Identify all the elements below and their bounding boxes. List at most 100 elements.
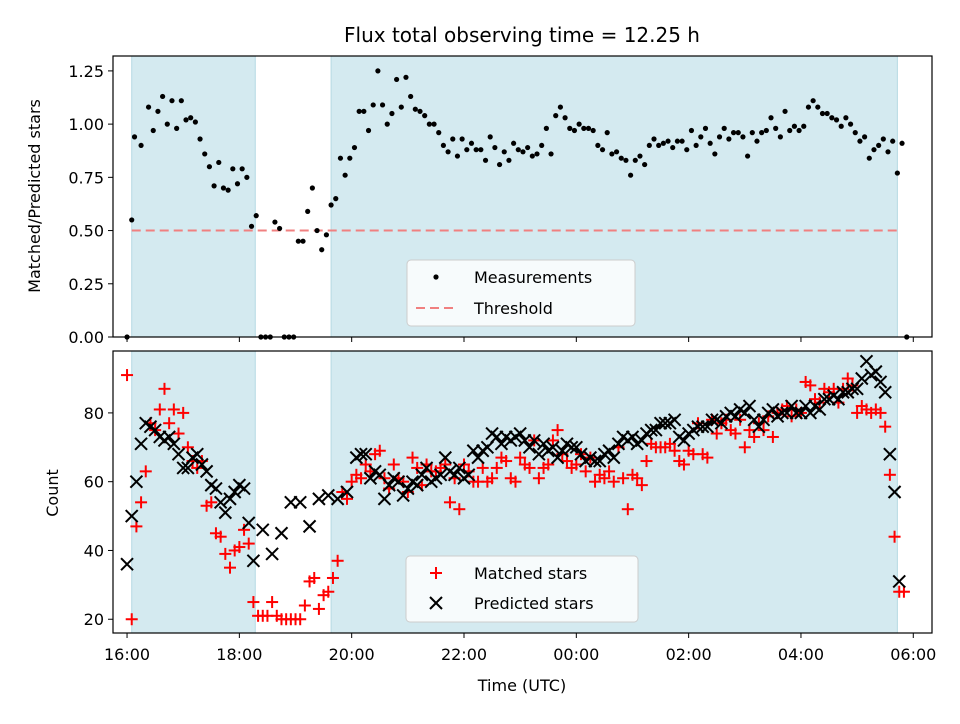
x-b — [555, 444, 569, 458]
measurement-point — [791, 123, 798, 129]
measurement-point — [773, 125, 779, 131]
measurement-point — [651, 136, 657, 142]
x-b — [340, 485, 354, 499]
predicted-star-point — [330, 492, 345, 506]
measurement-point — [880, 136, 886, 142]
measurement-point — [698, 134, 704, 140]
matched-star-point — [607, 475, 620, 488]
measurement-point — [824, 110, 830, 117]
measurement-point — [445, 149, 451, 155]
measurement-point — [300, 238, 306, 244]
measurement-point — [847, 121, 854, 127]
measurement-point — [169, 98, 175, 104]
x-b — [274, 526, 289, 540]
predicted-star-point — [246, 554, 261, 568]
x-b — [789, 406, 803, 420]
x-b — [607, 450, 621, 465]
measurement-point — [426, 121, 432, 127]
measurement-point — [506, 157, 512, 163]
measurement-point — [665, 138, 671, 144]
x-b — [223, 492, 237, 506]
matched-star-point — [219, 547, 232, 560]
predicted-star-point — [738, 406, 752, 420]
x-b — [181, 461, 195, 475]
x-tick-label: 20:00 — [329, 645, 375, 664]
measurement-point — [876, 142, 882, 149]
matched-star-point — [453, 503, 466, 516]
matched-star-point — [406, 451, 419, 464]
observing-window — [131, 350, 256, 634]
predicted-star-point — [433, 468, 448, 482]
measurement-point — [712, 151, 718, 157]
matched-star-point — [579, 465, 592, 478]
matched-star-point — [621, 503, 634, 516]
x-b — [359, 447, 373, 461]
x-axis-label: Time (UTC) — [477, 676, 566, 695]
predicted-star-point — [611, 437, 626, 451]
measurement-point — [623, 157, 629, 163]
x-b — [363, 471, 378, 485]
x-b — [892, 574, 906, 589]
predicted-star-point — [789, 406, 803, 420]
measurement-point — [155, 108, 161, 114]
measurement-point — [248, 223, 255, 229]
measurement-point — [370, 102, 376, 108]
legend-predicted-marker — [429, 596, 443, 610]
matched-star-point — [766, 430, 779, 443]
measurement-point — [515, 147, 521, 153]
x-b — [850, 382, 864, 396]
matched-star-point — [542, 458, 555, 471]
matched-star-point — [308, 571, 321, 584]
x-b — [728, 409, 743, 424]
x-b — [752, 419, 766, 434]
matched-star-point — [710, 427, 723, 440]
x-b — [859, 354, 874, 369]
x-b — [836, 385, 850, 399]
x-b — [199, 464, 214, 479]
measurement-point — [548, 151, 554, 157]
measurement-point — [131, 134, 138, 140]
predicted-star-point — [382, 478, 396, 492]
matched-star-point — [486, 472, 499, 485]
matched-star-point — [130, 520, 143, 533]
measurement-point — [174, 125, 180, 131]
x-b — [218, 505, 233, 520]
y-tick-label: 0.00 — [68, 328, 104, 347]
predicted-star-point — [190, 447, 204, 461]
measurement-point — [160, 93, 166, 100]
x-b — [550, 450, 565, 465]
predicted-star-point — [265, 547, 279, 561]
measurement-point — [436, 130, 442, 136]
predicted-star-point — [649, 423, 663, 437]
predicted-star-point — [237, 481, 251, 496]
measurement-point — [478, 147, 484, 153]
measurement-point — [740, 134, 746, 140]
predicted-star-point — [171, 447, 186, 461]
top-y-ticks: 0.00 0.25 0.50 0.75 1.00 1.25 — [68, 62, 113, 347]
x-tick-label: 06:00 — [890, 645, 936, 664]
matched-star-point — [701, 451, 714, 464]
measurement-point — [590, 127, 596, 134]
measurement-point — [220, 185, 227, 191]
measurement-point — [787, 127, 793, 134]
matched-star-point — [247, 596, 260, 609]
predicted-star-point — [312, 492, 326, 506]
matched-star-point — [560, 455, 573, 468]
x-b — [195, 457, 209, 472]
measurement-point — [899, 140, 905, 146]
bottom-panel: 20 40 60 80 16:00 18:00 20:00 22:00 00:00 02:00 0… — [43, 350, 936, 695]
measurement-point — [468, 140, 475, 146]
predicted-star-point — [363, 471, 378, 485]
measurement-point — [431, 121, 437, 127]
matched-star-point — [888, 530, 901, 543]
matched-star-point — [490, 461, 503, 474]
legend-measurements-label: Measurements — [474, 268, 592, 287]
predicted-star-point — [359, 447, 373, 461]
x-b — [227, 485, 242, 499]
predicted-star-point — [340, 485, 354, 499]
measurement-point — [211, 183, 217, 189]
x-b — [513, 426, 527, 441]
measurement-point — [337, 155, 344, 161]
x-b — [242, 516, 256, 530]
measurement-point — [782, 108, 788, 114]
